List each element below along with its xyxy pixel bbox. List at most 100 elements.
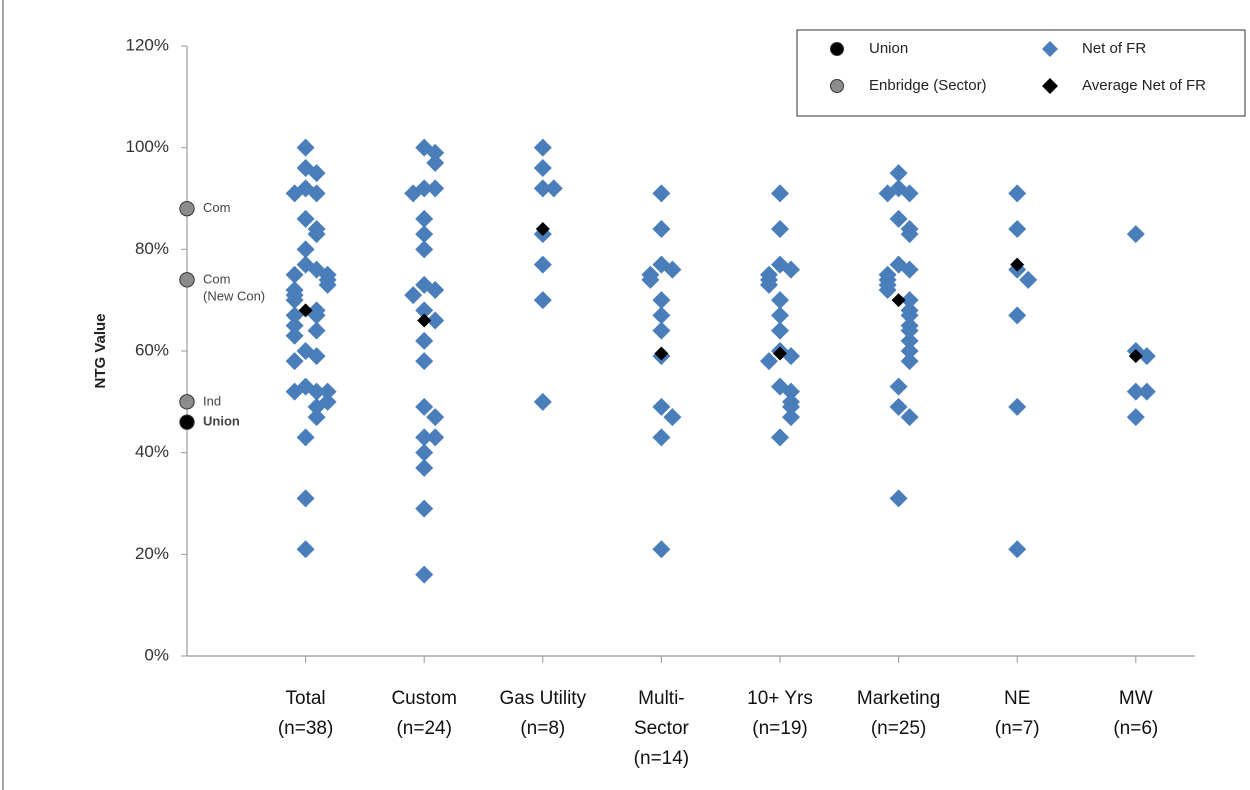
reference-label: Com	[203, 200, 230, 215]
data-point	[652, 540, 671, 559]
x-tick-label: (n=14)	[634, 748, 689, 769]
average-point	[298, 303, 313, 318]
data-point	[1008, 397, 1027, 416]
x-tick-label: (n=7)	[995, 718, 1040, 739]
average-point	[891, 293, 906, 308]
data-point	[285, 184, 304, 203]
data-point	[415, 443, 434, 462]
average-point	[1010, 257, 1025, 272]
data-point	[1126, 408, 1145, 427]
data-point	[1008, 184, 1027, 203]
legend-marker	[830, 79, 844, 93]
x-tick-label: NE	[1004, 688, 1030, 709]
data-point	[415, 397, 434, 416]
reference-point	[179, 414, 195, 430]
data-point	[415, 209, 434, 228]
data-point	[426, 281, 445, 299]
data-point	[285, 326, 304, 345]
x-tick-label: 10+ Yrs	[747, 688, 813, 709]
data-point	[771, 291, 789, 310]
data-point	[900, 225, 919, 244]
data-point	[415, 240, 434, 259]
data-point	[533, 255, 552, 274]
y-tick-label: 100%	[126, 137, 169, 156]
data-point	[307, 347, 326, 366]
data-point	[296, 240, 315, 259]
data-point	[1019, 270, 1038, 289]
data-point	[900, 408, 919, 427]
data-point	[900, 184, 919, 203]
data-point	[771, 428, 789, 447]
data-point	[782, 347, 800, 366]
data-point	[415, 352, 434, 371]
legend-marker	[1042, 78, 1058, 94]
data-point	[900, 291, 919, 310]
data-point	[404, 184, 423, 203]
legend-box	[796, 29, 1246, 117]
data-point	[318, 382, 337, 401]
data-point	[296, 428, 315, 447]
data-point	[889, 397, 908, 416]
data-point	[544, 179, 563, 198]
data-point	[426, 311, 445, 330]
data-point	[771, 184, 789, 203]
average-point	[654, 346, 669, 361]
data-point	[889, 377, 908, 396]
x-tick-label: (n=24)	[396, 718, 451, 739]
x-tick-label: MW	[1119, 688, 1153, 709]
reference-point	[179, 200, 195, 217]
data-point	[878, 184, 897, 203]
data-point	[900, 306, 919, 325]
reference-point	[179, 272, 195, 288]
data-point	[307, 397, 326, 416]
data-point	[1126, 382, 1145, 401]
data-point	[900, 331, 919, 350]
data-point	[663, 408, 682, 427]
data-point	[318, 275, 337, 294]
data-point	[900, 352, 919, 371]
data-point	[307, 382, 326, 401]
data-point	[285, 265, 304, 284]
data-point	[900, 342, 919, 360]
data-point	[415, 331, 434, 350]
data-point	[415, 428, 434, 447]
data-point	[285, 306, 304, 325]
data-point	[760, 352, 778, 371]
data-point	[900, 260, 919, 279]
data-point	[1137, 382, 1156, 401]
data-point	[307, 164, 326, 183]
reference-label: (New Con)	[203, 288, 265, 303]
data-point	[415, 225, 434, 244]
data-point	[889, 489, 908, 508]
data-point	[663, 260, 682, 279]
reference-label: Com	[203, 271, 230, 286]
reference-label: Union	[203, 414, 240, 429]
data-point	[1137, 347, 1156, 366]
data-point	[652, 291, 671, 310]
y-tick-label: 0%	[144, 645, 169, 664]
data-point	[652, 220, 671, 238]
data-point	[782, 397, 800, 416]
data-point	[533, 159, 552, 177]
average-point	[417, 313, 432, 328]
x-tick-label: Gas Utility	[500, 688, 587, 709]
x-tick-label: Total	[286, 688, 326, 709]
data-point	[652, 306, 671, 325]
data-point	[878, 281, 897, 299]
reference-label: Ind	[203, 393, 221, 408]
data-point	[296, 138, 315, 157]
data-point	[285, 291, 304, 310]
data-point	[889, 209, 908, 228]
data-point	[1008, 306, 1027, 325]
data-point	[771, 306, 789, 325]
legend-marker	[1042, 41, 1058, 57]
data-point	[307, 184, 326, 203]
data-point	[533, 179, 552, 198]
legend-label: Enbridge (Sector)	[869, 77, 987, 94]
average-point	[773, 346, 787, 361]
data-point	[307, 408, 326, 427]
data-point	[296, 540, 315, 559]
data-point	[415, 565, 434, 584]
data-point	[426, 408, 445, 427]
legend-marker	[830, 42, 844, 56]
